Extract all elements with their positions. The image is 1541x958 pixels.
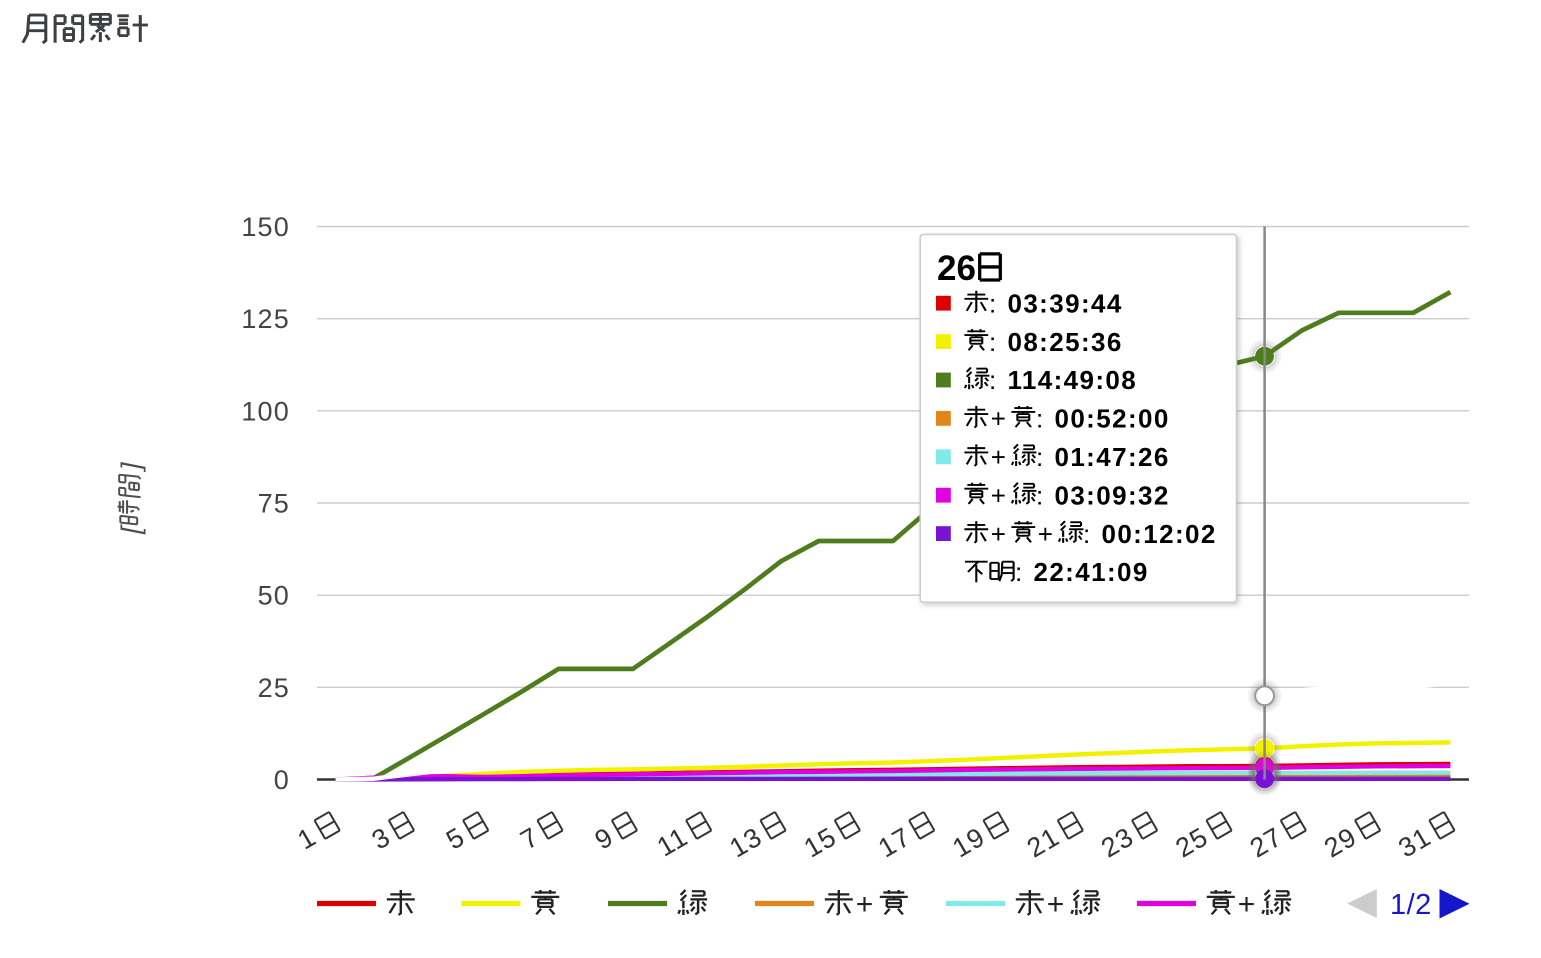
svg-text:: 114:49:08: : 114:49:08 (989, 365, 1137, 395)
svg-text:+: + (1038, 519, 1053, 549)
svg-text:]: ] (116, 461, 146, 473)
svg-text:25: 25 (258, 673, 290, 703)
svg-text:+: + (1238, 888, 1256, 921)
svg-text:+: + (1047, 888, 1065, 921)
svg-text:: 22:41:09: : 22:41:09 (1015, 557, 1149, 587)
svg-text:+: + (991, 442, 1006, 472)
svg-text:+: + (991, 480, 1006, 510)
svg-text:: 03:39:44: : 03:39:44 (989, 288, 1123, 318)
svg-text:: 01:47:26: : 01:47:26 (1036, 442, 1170, 472)
svg-text:: 08:25:36: : 08:25:36 (989, 327, 1123, 357)
svg-text:: 00:12:02: : 00:12:02 (1083, 519, 1217, 549)
svg-text:0: 0 (274, 765, 290, 795)
svg-text:[: [ (116, 524, 146, 535)
svg-text:75: 75 (258, 489, 290, 519)
svg-text:125: 125 (241, 304, 290, 334)
svg-text:: 00:52:00: : 00:52:00 (1036, 404, 1170, 434)
svg-text:26: 26 (937, 249, 976, 288)
svg-text:150: 150 (241, 212, 290, 242)
svg-text:1/2: 1/2 (1390, 889, 1432, 921)
svg-text:100: 100 (241, 396, 290, 426)
svg-text:50: 50 (258, 581, 290, 611)
svg-text:: 03:09:32: : 03:09:32 (1036, 480, 1170, 510)
svg-text:+: + (856, 888, 874, 921)
svg-text:+: + (991, 404, 1006, 434)
svg-text:+: + (991, 519, 1006, 549)
